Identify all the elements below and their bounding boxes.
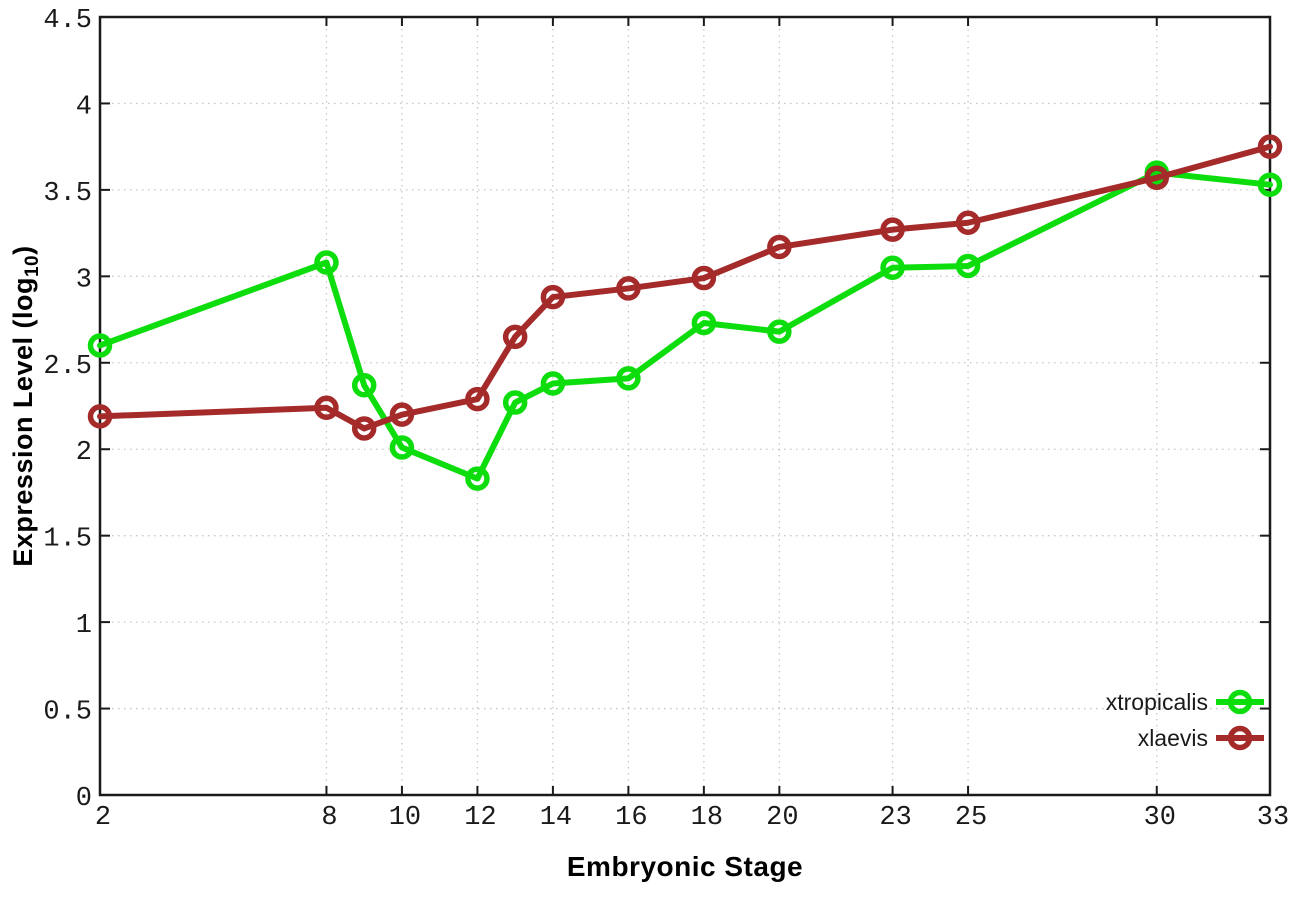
series-line-xtropicalis <box>97 169 1273 482</box>
data-point-xlaevis <box>502 324 528 350</box>
series-line-xlaevis <box>97 143 1273 432</box>
data-point-xlaevis <box>1144 165 1170 191</box>
y-axis-tick-label: 1 <box>76 611 92 641</box>
y-axis-title: Expression Level (log10) <box>8 245 44 566</box>
data-point-xtropicalis <box>616 366 641 391</box>
y-axis-tick-label: 4.5 <box>43 6 92 36</box>
legend-sample-marker-xlaevis <box>1227 725 1253 751</box>
data-point-xtropicalis <box>465 466 490 491</box>
data-point-xtropicalis <box>767 319 792 344</box>
legend-label-xlaevis: xlaevis <box>1138 725 1208 751</box>
data-point-xtropicalis <box>880 255 905 280</box>
plot-border <box>98 15 1272 797</box>
data-point-xlaevis <box>880 217 905 242</box>
data-point-xtropicalis <box>502 390 528 415</box>
x-axis-tick-label: 10 <box>389 803 421 833</box>
y-axis-tick-label: 1.5 <box>43 525 92 555</box>
data-point-xlaevis <box>616 276 641 301</box>
x-axis-tick-label: 8 <box>321 803 337 833</box>
x-axis-tick-label: 2 <box>95 803 111 833</box>
y-axis-title-suffix: ) <box>7 245 38 255</box>
y-axis-title-subscript: 10 <box>22 254 44 278</box>
data-point-xlaevis <box>465 386 490 412</box>
data-point-xtropicalis <box>314 250 339 275</box>
data-point-xtropicalis <box>1257 172 1283 197</box>
data-point-xlaevis <box>767 234 792 260</box>
data-point-xtropicalis <box>351 373 377 398</box>
data-point-xlaevis <box>1257 134 1283 159</box>
data-point-xtropicalis <box>955 253 981 279</box>
y-axis-tick-label: 2.5 <box>43 352 92 382</box>
data-point-xlaevis <box>540 284 566 310</box>
data-point-xlaevis <box>955 210 981 235</box>
data-point-xtropicalis <box>389 435 415 460</box>
data-point-xlaevis <box>389 402 415 427</box>
y-axis-title-prefix: Expression Level (log <box>7 277 38 567</box>
x-axis-tick-label: 18 <box>691 803 723 833</box>
y-axis-tick-label: 3 <box>76 265 92 295</box>
x-axis-tick-label: 12 <box>464 803 496 833</box>
x-axis-tick-label: 25 <box>955 803 987 833</box>
legend-label-xtropicalis: xtropicalis <box>1106 689 1208 715</box>
x-axis-tick-label: 16 <box>615 803 647 833</box>
data-point-xlaevis <box>691 265 717 291</box>
y-axis-tick-label: 0 <box>76 784 92 814</box>
x-axis-title: Embryonic Stage <box>566 851 804 882</box>
x-axis-tick-label: 20 <box>766 803 798 833</box>
data-point-xlaevis <box>351 416 377 441</box>
x-axis-tick-label: 23 <box>879 803 911 833</box>
data-point-xlaevis <box>87 404 113 429</box>
data-point-xtropicalis <box>540 371 566 396</box>
y-axis-tick-label: 4 <box>76 92 92 122</box>
data-point-xtropicalis <box>87 333 113 358</box>
y-axis-tick-label: 2 <box>76 438 92 468</box>
x-axis-tick-label: 33 <box>1257 803 1289 833</box>
y-axis-tick-label: 3.5 <box>43 179 92 209</box>
x-axis-tick-label: 30 <box>1144 803 1176 833</box>
data-point-xtropicalis <box>691 310 717 336</box>
legend-sample-marker-xtropicalis <box>1227 689 1253 715</box>
x-axis-tick-label: 14 <box>540 803 572 833</box>
y-axis-tick-label: 0.5 <box>43 698 92 728</box>
data-point-xlaevis <box>314 395 339 420</box>
